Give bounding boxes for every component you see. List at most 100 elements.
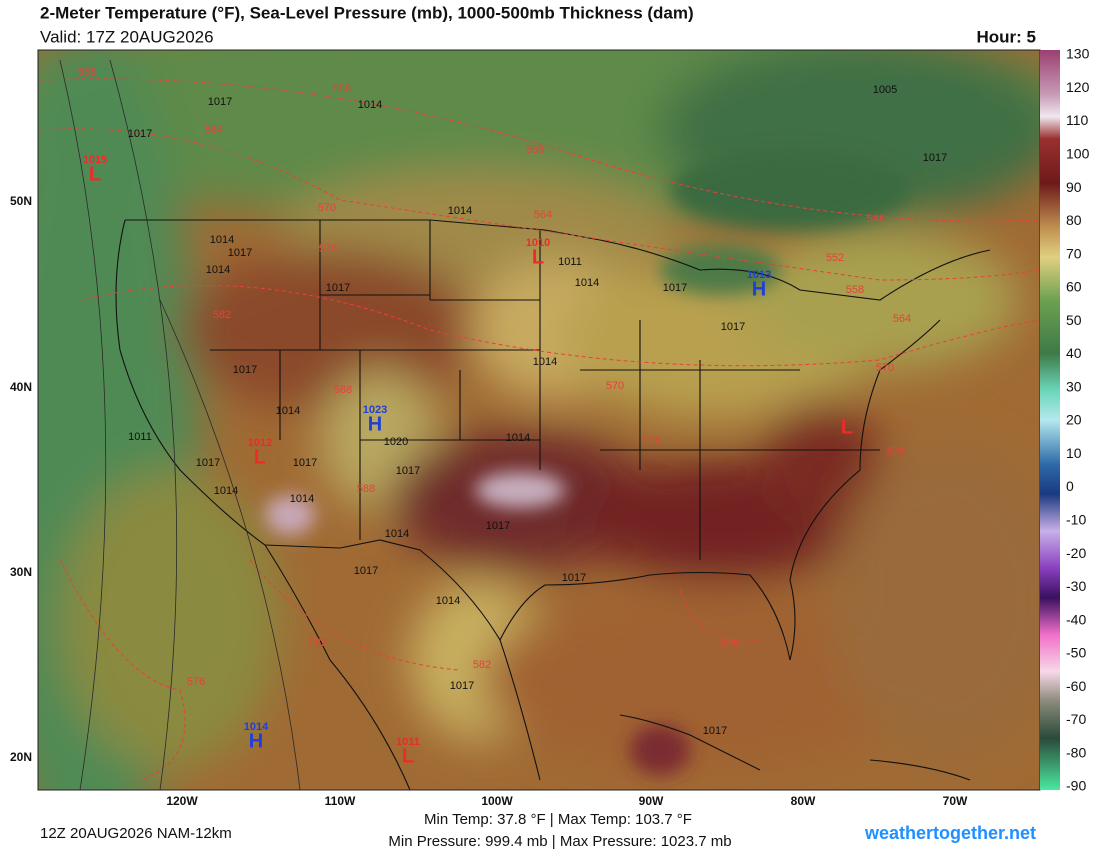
pressure-center-letter: L bbox=[89, 163, 101, 185]
colorbar-label: -20 bbox=[1066, 545, 1086, 561]
isobar-label: 1014 bbox=[533, 356, 557, 368]
colorbar-label: 90 bbox=[1066, 179, 1082, 195]
colorbar-label: 20 bbox=[1066, 412, 1082, 428]
valid-time: Valid: 17Z 20AUG2026 bbox=[40, 27, 214, 46]
thickness-label: 564 bbox=[205, 124, 223, 136]
longitude-label: 100W bbox=[481, 794, 513, 808]
latitude-label: 40N bbox=[10, 380, 32, 394]
longitude-label: 80W bbox=[791, 794, 816, 808]
isobar-label: 1014 bbox=[575, 277, 599, 289]
isobar-label: 1017 bbox=[562, 572, 586, 584]
isobar-label: 1014 bbox=[358, 99, 382, 111]
isobar-label: 1014 bbox=[290, 493, 314, 505]
colorbar-label: -40 bbox=[1066, 611, 1086, 627]
pressure-center-letter: H bbox=[368, 413, 382, 435]
thickness-label: 576 bbox=[887, 446, 905, 458]
thickness-label: 564 bbox=[893, 313, 911, 325]
isobar-label: 1017 bbox=[703, 725, 727, 737]
pressure-center-value: 1013 bbox=[747, 269, 771, 281]
thickness-label: 576 bbox=[319, 243, 337, 255]
thickness-label: 546 bbox=[867, 213, 885, 225]
thickness-label: 558 bbox=[846, 284, 864, 296]
isobar-label: 1017 bbox=[293, 457, 317, 469]
colorbar-labels: 1301201101009080706050403020100-10-20-30… bbox=[1066, 46, 1090, 794]
site-credit: weathertogether.net bbox=[864, 823, 1036, 843]
thickness-label: 582 bbox=[309, 637, 327, 649]
isobar-label: 1017 bbox=[396, 465, 420, 477]
pressure-center-letter: H bbox=[249, 730, 263, 752]
isobar-label: 1011 bbox=[128, 431, 152, 443]
colorbar-label: 10 bbox=[1066, 445, 1082, 461]
pressure-center-letter: H bbox=[752, 278, 766, 300]
isobar-label: 1011 bbox=[558, 256, 582, 268]
pressure-center-value: 1012 bbox=[248, 437, 272, 449]
thickness-label: 570 bbox=[876, 362, 894, 374]
thickness-label: 558 bbox=[78, 66, 96, 78]
isobar-label: 1017 bbox=[450, 680, 474, 692]
colorbar-label: 100 bbox=[1066, 146, 1090, 162]
colorbar-label: -90 bbox=[1066, 778, 1086, 794]
isobar-label: 1014 bbox=[506, 432, 530, 444]
isobar-label: 1017 bbox=[354, 565, 378, 577]
model-run: 12Z 20AUG2026 NAM-12km bbox=[40, 825, 232, 842]
thickness-label: 582 bbox=[213, 309, 231, 321]
isobar-label: 1017 bbox=[663, 282, 687, 294]
longitude-label: 120W bbox=[166, 794, 198, 808]
pressure-center-letter: L bbox=[841, 416, 853, 438]
axis-labels: 50N 40N 30N 20N 120W 110W 100W 90W 80W 70W bbox=[10, 194, 968, 808]
pressure-center-letter: L bbox=[402, 745, 414, 767]
isobar-label: 1017 bbox=[326, 282, 350, 294]
colorbar-label: 40 bbox=[1066, 345, 1082, 361]
isobar-label: 1017 bbox=[486, 520, 510, 532]
colorbar-label: 70 bbox=[1066, 245, 1082, 261]
colorbar-label: -80 bbox=[1066, 744, 1086, 760]
thickness-label: 576 bbox=[187, 676, 205, 688]
pressure-center-value: 1010 bbox=[526, 237, 550, 249]
map-title: 2-Meter Temperature (°F), Sea-Level Pres… bbox=[40, 3, 694, 22]
thickness-label: 552 bbox=[826, 252, 844, 264]
pressure-center-value: 1015 bbox=[83, 154, 107, 166]
forecast-hour: Hour: 5 bbox=[977, 27, 1037, 46]
colorbar-label: -50 bbox=[1066, 645, 1086, 661]
isobar-label: 1017 bbox=[228, 247, 252, 259]
latitude-label: 50N bbox=[10, 194, 32, 208]
isobar-label: 1014 bbox=[206, 264, 230, 276]
isobar-label: 1005 bbox=[873, 84, 897, 96]
isobar-label: 1017 bbox=[196, 457, 220, 469]
colorbar-label: 110 bbox=[1066, 112, 1089, 128]
colorbar-label: 30 bbox=[1066, 378, 1082, 394]
thickness-label: 588 bbox=[334, 384, 352, 396]
colorbar-label: 80 bbox=[1066, 212, 1082, 228]
isobar-label: 1014 bbox=[214, 485, 238, 497]
isobar-label: 1017 bbox=[923, 152, 947, 164]
isobar-label: 1017 bbox=[128, 128, 152, 140]
thickness-label: 570 bbox=[318, 202, 336, 214]
colorbar-label: 130 bbox=[1066, 46, 1090, 62]
isobar-label: 1014 bbox=[436, 595, 460, 607]
pressure-center-letter: L bbox=[254, 446, 266, 468]
colorbar-label: 50 bbox=[1066, 312, 1082, 328]
isobar-label: 1014 bbox=[210, 234, 234, 246]
temp-range: Min Temp: 37.8 °F | Max Temp: 103.7 °F bbox=[424, 811, 692, 828]
colorbar-label: 0 bbox=[1066, 478, 1074, 494]
isobar-label: 1014 bbox=[385, 528, 409, 540]
colorbar bbox=[1040, 50, 1060, 790]
latitude-label: 20N bbox=[10, 750, 32, 764]
pressure-center-letter: L bbox=[532, 246, 544, 268]
longitude-label: 110W bbox=[325, 794, 356, 808]
thickness-label: 588 bbox=[357, 483, 375, 495]
longitude-label: 70W bbox=[943, 794, 968, 808]
colorbar-label: -30 bbox=[1066, 578, 1086, 594]
thickness-label: 576 bbox=[643, 435, 661, 447]
thickness-label: 564 bbox=[534, 209, 552, 221]
pressure-center-value: 1014 bbox=[244, 721, 269, 733]
map-labels: L1015L1010H1013H1023L1012H1014L1011L1017… bbox=[78, 66, 947, 767]
isobar-label: 1017 bbox=[721, 321, 745, 333]
isobar-label: 1020 bbox=[384, 436, 408, 448]
thickness-label: 558 bbox=[526, 144, 544, 156]
colorbar-label: -70 bbox=[1066, 711, 1086, 727]
isobar-label: 1014 bbox=[448, 205, 472, 217]
colorbar-label: -60 bbox=[1066, 678, 1086, 694]
